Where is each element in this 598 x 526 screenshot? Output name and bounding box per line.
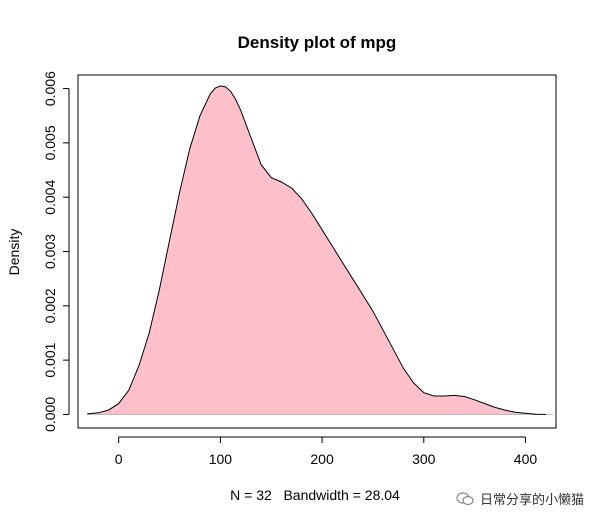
x-tick-label: 0 — [115, 451, 123, 467]
x-tick-label: 400 — [514, 451, 538, 467]
x-axis-label: N = 32 Bandwidth = 28.04 — [230, 487, 400, 503]
chart-title: Density plot of mpg — [238, 33, 397, 52]
y-tick-label: 0.004 — [42, 179, 58, 214]
y-tick-label: 0.000 — [42, 397, 58, 432]
wechat-bubble-icon — [456, 491, 474, 505]
y-axis-label: Density — [6, 229, 22, 276]
density-line — [87, 85, 546, 415]
y-tick-label: 0.005 — [42, 125, 58, 160]
watermark-text: 日常分享的小懒猫 — [479, 493, 584, 508]
x-tick-label: 300 — [412, 451, 436, 467]
y-tick-label: 0.003 — [42, 234, 58, 269]
y-tick-label: 0.001 — [42, 342, 58, 377]
y-tick-label: 0.006 — [42, 71, 58, 106]
plot-frame — [77, 74, 557, 429]
x-tick-label: 100 — [209, 451, 233, 467]
watermark: 日常分享的小懒猫 — [456, 489, 584, 508]
density-area — [87, 85, 546, 415]
x-tick-label: 200 — [310, 451, 334, 467]
y-tick-label: 0.002 — [42, 288, 58, 323]
